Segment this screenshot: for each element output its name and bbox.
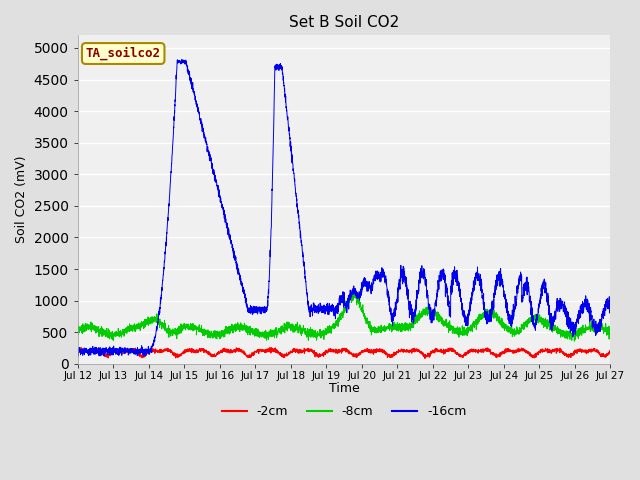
- Text: TA_soilco2: TA_soilco2: [86, 47, 161, 60]
- X-axis label: Time: Time: [329, 382, 360, 395]
- Y-axis label: Soil CO2 (mV): Soil CO2 (mV): [15, 156, 28, 243]
- Title: Set B Soil CO2: Set B Soil CO2: [289, 15, 399, 30]
- Legend: -2cm, -8cm, -16cm: -2cm, -8cm, -16cm: [216, 400, 472, 423]
